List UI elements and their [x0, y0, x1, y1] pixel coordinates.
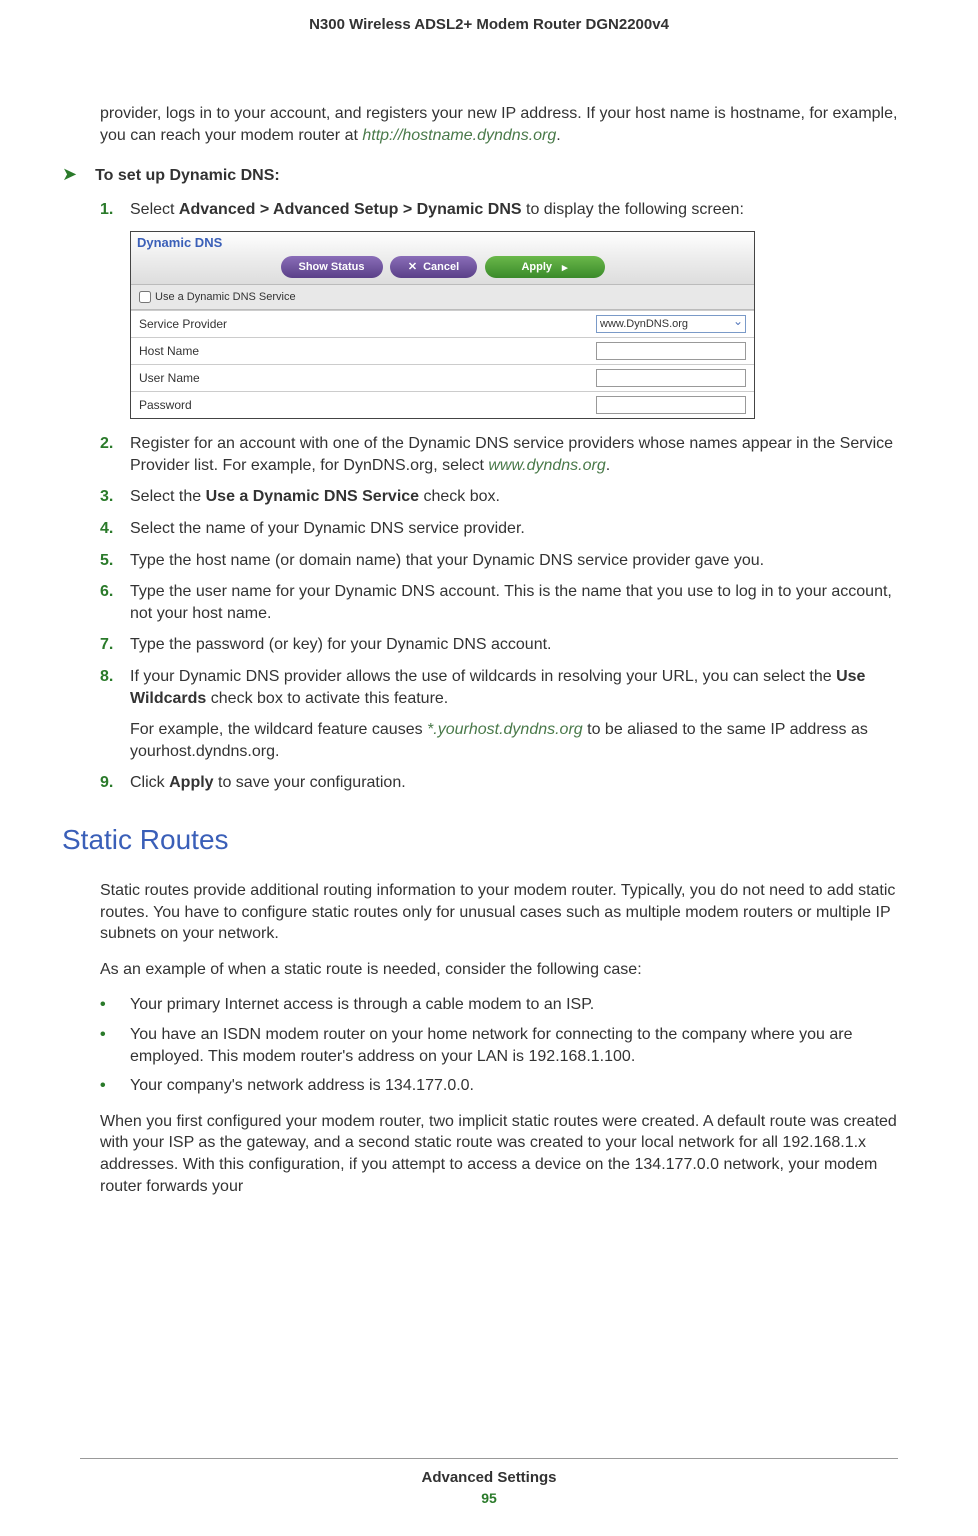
- static-routes-p1: Static routes provide additional routing…: [100, 880, 898, 945]
- procedure-title: To set up Dynamic DNS:: [95, 167, 280, 185]
- panel-button-bar: Show Status ✕ Cancel Apply ▸: [131, 256, 754, 285]
- step-3-bold: Use a Dynamic DNS Service: [206, 488, 419, 505]
- cancel-label: Cancel: [423, 261, 459, 273]
- step-number: 5.: [100, 550, 130, 572]
- step-text: Type the host name (or domain name) that…: [130, 550, 898, 572]
- step-9: 9. Click Apply to save your configuratio…: [100, 772, 898, 794]
- password-input[interactable]: [596, 396, 746, 414]
- step-number: 8.: [100, 666, 130, 762]
- step-text: Register for an account with one of the …: [130, 433, 898, 476]
- procedure-arrow-icon: ➤: [62, 164, 77, 185]
- intro-paragraph: provider, logs in to your account, and r…: [100, 103, 898, 146]
- step-8-sub: For example, the wildcard feature causes…: [130, 719, 898, 762]
- apply-arrow-icon: ▸: [562, 261, 568, 274]
- service-provider-select[interactable]: www.DynDNS.org: [596, 315, 746, 333]
- step-3-text-a: Select the: [130, 488, 206, 505]
- user-name-row: User Name: [131, 364, 754, 391]
- step-text: Select the name of your Dynamic DNS serv…: [130, 518, 898, 540]
- intro-link: http://hostname.dyndns.org: [362, 127, 556, 144]
- bullet-3-text: Your company's network address is 134.17…: [130, 1075, 474, 1097]
- static-routes-heading: Static Routes: [62, 824, 898, 856]
- bullet-1-text: Your primary Internet access is through …: [130, 994, 594, 1016]
- step-text: Click Apply to save your configuration.: [130, 772, 898, 794]
- step-8-text-a: If your Dynamic DNS provider allows the …: [130, 668, 836, 685]
- step-8-sub-link: *.yourhost.dyndns.org: [427, 721, 583, 738]
- service-provider-row: Service Provider www.DynDNS.org: [131, 310, 754, 337]
- step-2-text-b: .: [606, 457, 610, 474]
- host-name-row: Host Name: [131, 337, 754, 364]
- step-1-bold: Advanced > Advanced Setup > Dynamic DNS: [179, 201, 522, 218]
- step-3-text-b: check box.: [419, 488, 500, 505]
- bullet-icon: •: [100, 1024, 130, 1067]
- cancel-button[interactable]: ✕ Cancel: [390, 256, 477, 278]
- host-name-label: Host Name: [139, 344, 596, 358]
- bullet-icon: •: [100, 994, 130, 1016]
- step-4: 4. Select the name of your Dynamic DNS s…: [100, 518, 898, 540]
- use-ddns-row: Use a Dynamic DNS Service: [131, 284, 754, 310]
- host-name-input[interactable]: [596, 342, 746, 360]
- step-number: 6.: [100, 581, 130, 624]
- step-list: 1. Select Advanced > Advanced Setup > Dy…: [100, 199, 898, 221]
- step-1-text-a: Select: [130, 201, 179, 218]
- step-1: 1. Select Advanced > Advanced Setup > Dy…: [100, 199, 898, 221]
- step-list-cont: 2. Register for an account with one of t…: [100, 433, 898, 794]
- panel-title: Dynamic DNS: [131, 232, 754, 256]
- procedure-heading: ➤ To set up Dynamic DNS:: [62, 164, 898, 185]
- step-2-link: www.dyndns.org: [488, 457, 605, 474]
- step-text: Type the password (or key) for your Dyna…: [130, 634, 898, 656]
- use-ddns-checkbox[interactable]: [139, 291, 151, 303]
- step-number: 1.: [100, 199, 130, 221]
- step-number: 9.: [100, 772, 130, 794]
- step-number: 7.: [100, 634, 130, 656]
- footer-section-title: Advanced Settings: [80, 1469, 898, 1486]
- step-8-sub-a: For example, the wildcard feature causes: [130, 721, 427, 738]
- use-ddns-label: Use a Dynamic DNS Service: [155, 291, 296, 303]
- show-status-button[interactable]: Show Status: [281, 256, 383, 278]
- apply-label: Apply: [521, 261, 552, 273]
- intro-text-2: .: [556, 127, 560, 144]
- step-2: 2. Register for an account with one of t…: [100, 433, 898, 476]
- step-8-text-b: check box to activate this feature.: [206, 690, 448, 707]
- step-6: 6. Type the user name for your Dynamic D…: [100, 581, 898, 624]
- static-routes-p2: As an example of when a static route is …: [100, 959, 898, 981]
- bullet-3: • Your company's network address is 134.…: [100, 1075, 898, 1097]
- password-label: Password: [139, 398, 596, 412]
- step-number: 3.: [100, 486, 130, 508]
- service-provider-label: Service Provider: [139, 317, 596, 331]
- apply-button[interactable]: Apply ▸: [485, 256, 605, 278]
- bullet-2: • You have an ISDN modem router on your …: [100, 1024, 898, 1067]
- step-text: If your Dynamic DNS provider allows the …: [130, 666, 898, 762]
- user-name-label: User Name: [139, 371, 596, 385]
- step-7: 7. Type the password (or key) for your D…: [100, 634, 898, 656]
- step-text: Select Advanced > Advanced Setup > Dynam…: [130, 199, 898, 221]
- bullet-icon: •: [100, 1075, 130, 1097]
- step-9-bold: Apply: [169, 774, 213, 791]
- step-5: 5. Type the host name (or domain name) t…: [100, 550, 898, 572]
- step-text: Select the Use a Dynamic DNS Service che…: [130, 486, 898, 508]
- step-number: 2.: [100, 433, 130, 476]
- password-row: Password: [131, 391, 754, 418]
- page-content: provider, logs in to your account, and r…: [0, 33, 978, 1197]
- step-1-text-b: to display the following screen:: [522, 201, 744, 218]
- bullet-1: • Your primary Internet access is throug…: [100, 994, 898, 1016]
- page-footer: Advanced Settings 95: [80, 1458, 898, 1506]
- bullet-2-text: You have an ISDN modem router on your ho…: [130, 1024, 898, 1067]
- dynamic-dns-panel: Dynamic DNS Show Status ✕ Cancel Apply ▸…: [130, 231, 755, 420]
- page-header: N300 Wireless ADSL2+ Modem Router DGN220…: [0, 0, 978, 33]
- user-name-input[interactable]: [596, 369, 746, 387]
- step-number: 4.: [100, 518, 130, 540]
- footer-page-number: 95: [80, 1490, 898, 1506]
- static-routes-bullets: • Your primary Internet access is throug…: [100, 994, 898, 1096]
- step-3: 3. Select the Use a Dynamic DNS Service …: [100, 486, 898, 508]
- static-routes-p3: When you first configured your modem rou…: [100, 1111, 898, 1197]
- step-9-text-a: Click: [130, 774, 169, 791]
- step-text: Type the user name for your Dynamic DNS …: [130, 581, 898, 624]
- step-8: 8. If your Dynamic DNS provider allows t…: [100, 666, 898, 762]
- step-9-text-b: to save your configuration.: [214, 774, 406, 791]
- close-icon: ✕: [408, 260, 417, 273]
